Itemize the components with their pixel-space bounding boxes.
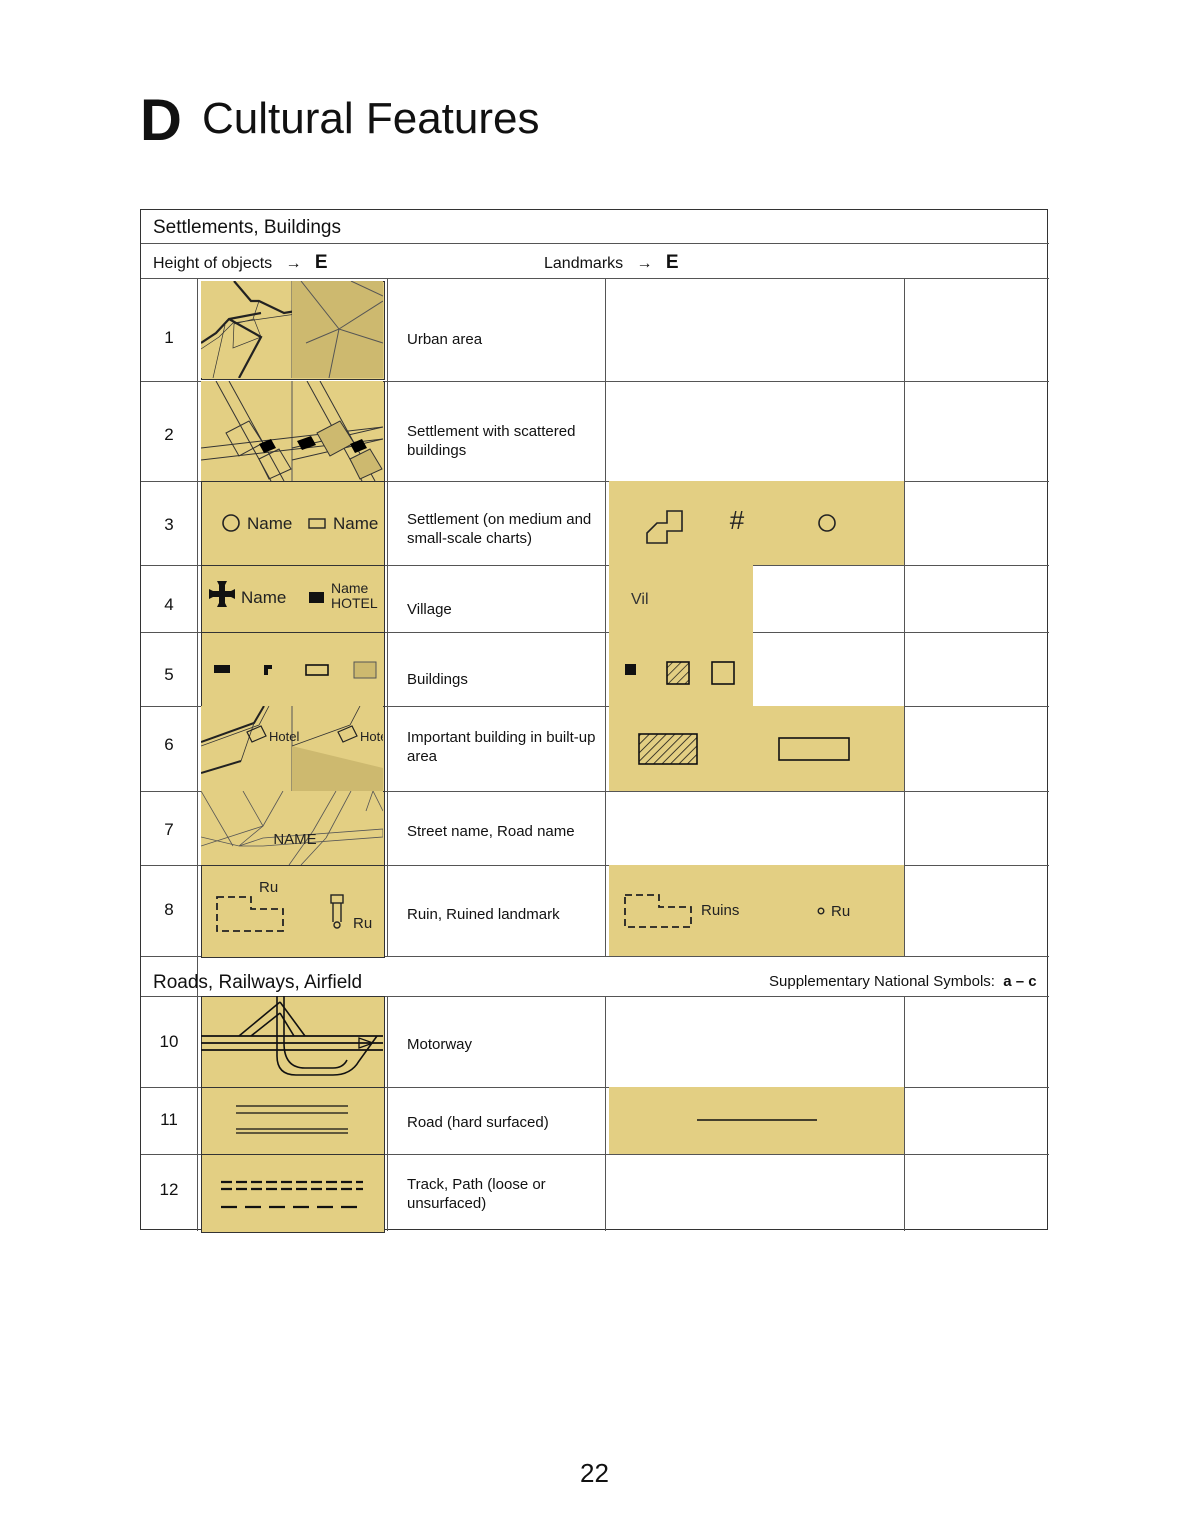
svg-text:Ruins: Ruins	[701, 902, 739, 919]
svg-text:Vil: Vil	[631, 591, 649, 608]
svg-text:Hotel: Hotel	[269, 729, 299, 744]
svg-text:Name: Name	[247, 514, 292, 533]
svg-text:#: #	[730, 505, 745, 535]
svg-text:Name: Name	[241, 588, 286, 607]
svg-text:Hotel: Hotel	[360, 729, 383, 744]
svg-text:Ru: Ru	[831, 903, 850, 920]
svg-text:HOTEL: HOTEL	[331, 595, 378, 611]
svg-text:Ru: Ru	[259, 879, 278, 896]
svg-text:NAME: NAME	[273, 831, 316, 848]
svg-text:Name: Name	[331, 580, 369, 596]
svg-text:Name: Name	[333, 514, 378, 533]
svg-text:Ru: Ru	[353, 915, 372, 932]
